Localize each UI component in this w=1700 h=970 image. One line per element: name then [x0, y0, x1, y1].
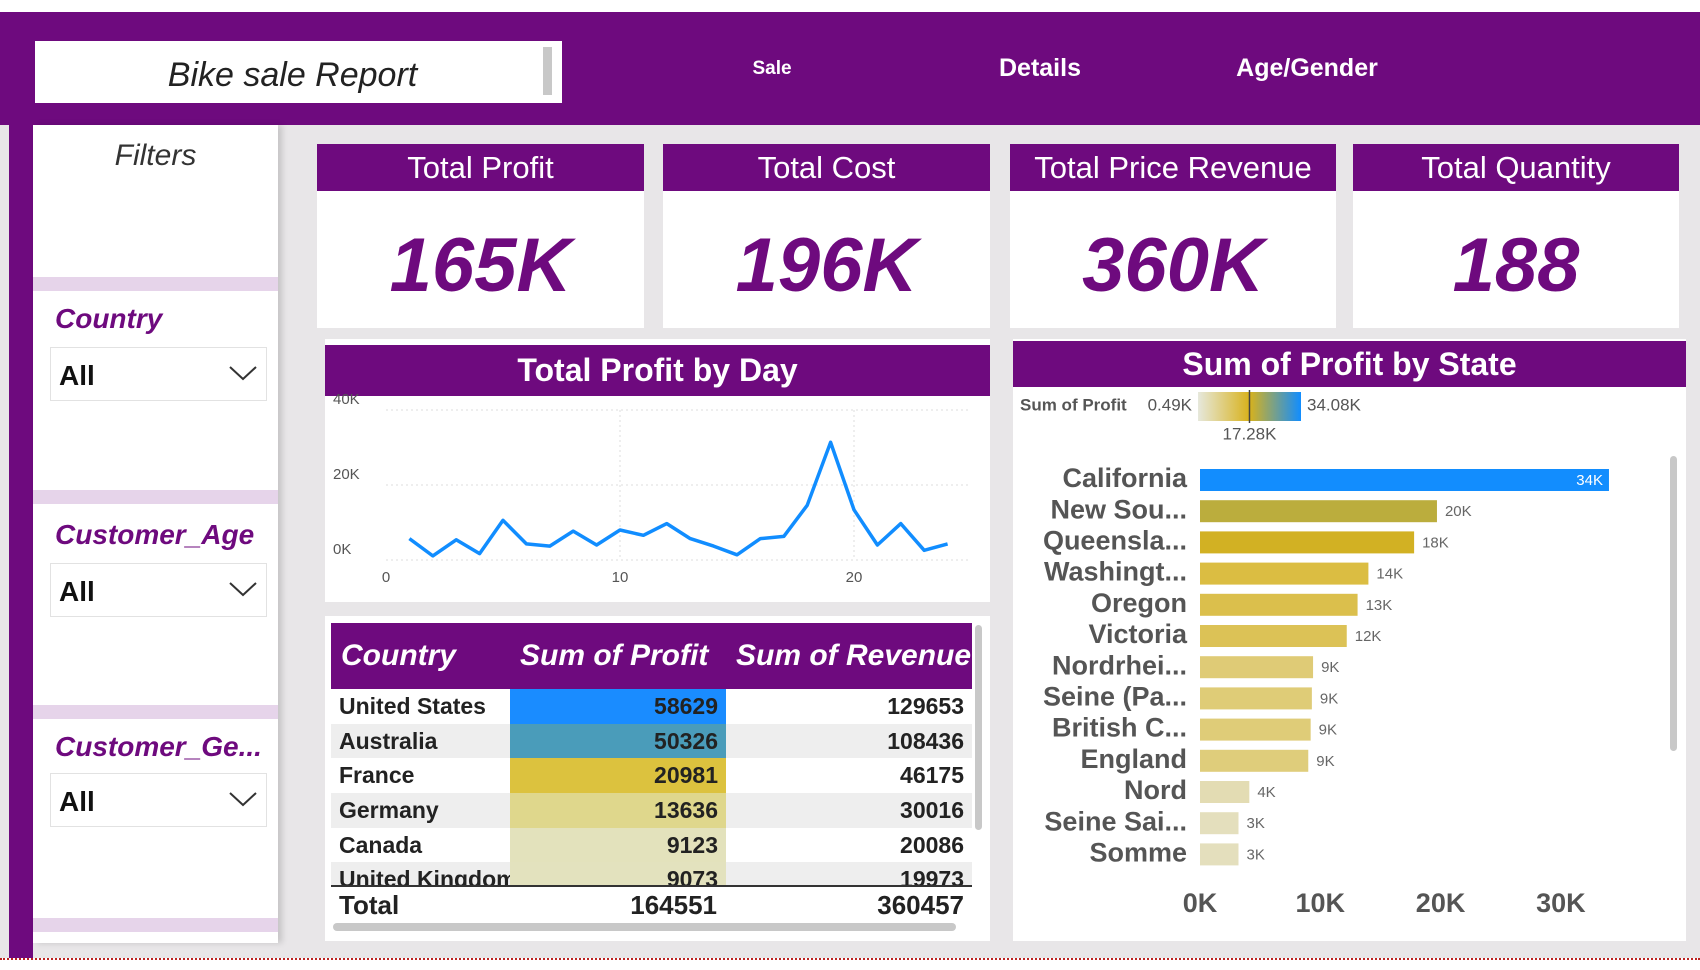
cell: United States: [339, 692, 486, 719]
cell: Canada: [339, 831, 423, 858]
total-value: 164551: [630, 890, 717, 920]
chart-title: Sum of Profit by State: [1013, 341, 1686, 387]
separator: [33, 705, 278, 719]
chevron: [229, 582, 257, 597]
scrollbar[interactable]: [333, 923, 956, 931]
dropdown-value: All: [59, 786, 95, 817]
separator: [33, 918, 278, 932]
filters-panel: Filters Country All Customer_Age All Cus…: [33, 125, 278, 943]
dropdown-value: All: [59, 360, 95, 391]
column-header[interactable]: Sum of Profit: [510, 623, 726, 689]
slicer-label: Customer_Ge...: [55, 731, 262, 762]
scroll-handle: [543, 47, 552, 95]
kpi-card: Total Price Revenue 360K: [1010, 144, 1336, 328]
kpi-value: 196K: [735, 223, 918, 308]
separator: [33, 277, 278, 291]
cell: 108436: [726, 723, 972, 759]
kpi-label: Total Profit: [317, 144, 644, 191]
bar-panel: [1013, 339, 1686, 941]
cell: France: [339, 762, 415, 789]
cell: 13636: [510, 793, 726, 828]
nav-tab[interactable]: Sale: [752, 58, 792, 79]
dropdown[interactable]: All: [50, 563, 267, 617]
column-header[interactable]: Country: [331, 623, 510, 689]
cell: 30016: [726, 793, 972, 828]
kpi-card: Total Cost 196K: [663, 144, 990, 328]
kpi-label: Total Quantity: [1353, 144, 1679, 191]
scrollbar[interactable]: [1670, 456, 1677, 751]
cell: 9123: [510, 827, 726, 863]
dropdown[interactable]: All: [50, 347, 267, 401]
kpi-value: 360K: [1082, 223, 1264, 308]
kpi-value: 188: [1452, 223, 1580, 308]
cell: 129653: [887, 692, 964, 719]
chevron: [229, 366, 257, 381]
total-value: 360457: [877, 890, 964, 920]
title-box: Bike sale Report: [35, 41, 562, 103]
nav-tab[interactable]: Details: [999, 54, 1081, 82]
slicer-label: Customer_Age: [55, 519, 255, 550]
cell: 20086: [900, 831, 964, 858]
column-header[interactable]: Sum of Revenue: [726, 623, 972, 689]
cell: 50326: [510, 723, 726, 759]
cell: 46175: [900, 762, 964, 789]
cell: Australia: [331, 723, 510, 759]
report-title: Bike sale Report: [167, 56, 418, 94]
bottom-border: [0, 958, 1700, 970]
total-row: Total 164551 360457: [331, 885, 972, 921]
table-body: Country Sum of Profit Sum of Revenue Uni…: [331, 623, 972, 893]
table: Country Sum of Profit Sum of Revenue Uni…: [331, 623, 972, 893]
chevron: [229, 792, 257, 807]
kpi-label: Total Price Revenue: [1010, 144, 1336, 191]
left-bar: [9, 125, 33, 960]
cell: 20981: [510, 758, 726, 794]
separator: [33, 490, 278, 504]
kpi-value: 165K: [389, 223, 572, 308]
kpi-card: Total Quantity 188: [1353, 144, 1679, 328]
dropdown[interactable]: All: [50, 773, 267, 827]
cell: 58629: [510, 689, 726, 724]
chart-title: Total Profit by Day: [325, 345, 990, 396]
dropdown-value: All: [59, 576, 95, 607]
slicer-label: Country: [55, 303, 163, 334]
cell: Germany: [331, 793, 510, 828]
nav-tab[interactable]: Age/Gender: [1236, 54, 1378, 82]
kpi-card: Total Profit 165K: [317, 144, 644, 328]
filters-title: Filters: [114, 139, 197, 172]
total-label: Total: [339, 890, 400, 920]
kpi-label: Total Cost: [663, 144, 990, 191]
scrollbar[interactable]: [975, 625, 982, 830]
